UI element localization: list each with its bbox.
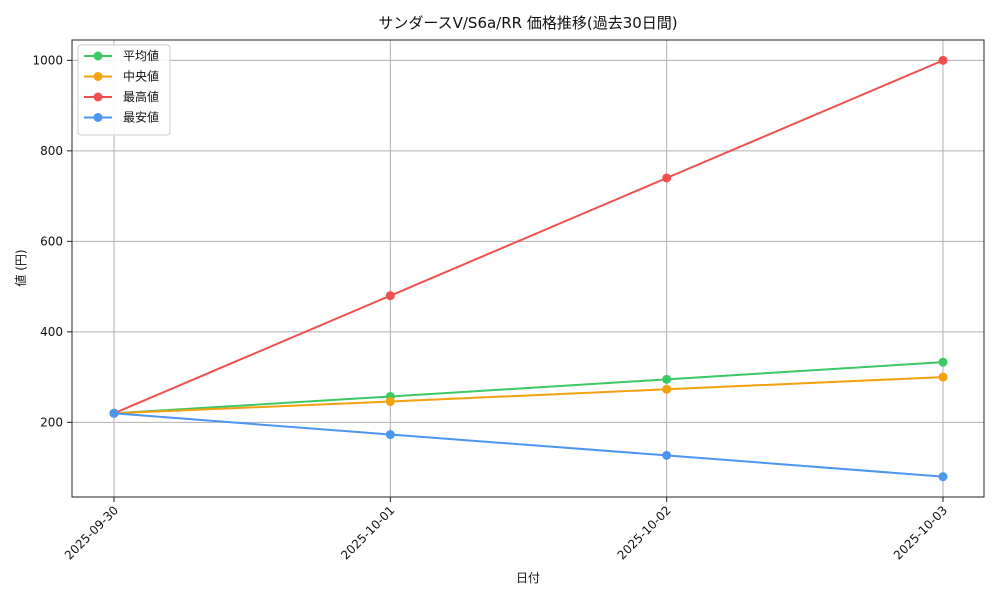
series-2 <box>109 372 948 418</box>
x-tick-label: 2025-10-01 <box>338 503 397 562</box>
legend-item: 最高値 <box>84 89 159 104</box>
legend-item: 最安値 <box>84 110 159 125</box>
series-line <box>113 59 944 415</box>
legend-box <box>77 44 171 136</box>
y-tick-label: 600 <box>40 234 63 248</box>
y-tick-label: 400 <box>40 325 63 339</box>
data-point <box>938 55 948 65</box>
series-line <box>113 412 944 478</box>
legend-item: 中央値 <box>84 69 159 84</box>
y-tick-label: 800 <box>40 144 63 158</box>
legend-marker <box>93 72 103 81</box>
legend-label: 平均値 <box>123 48 159 63</box>
data-point <box>938 357 948 367</box>
series-3 <box>109 55 948 418</box>
data-point <box>938 472 948 482</box>
data-point <box>938 372 948 382</box>
data-point <box>662 374 672 384</box>
series-line <box>113 361 944 415</box>
y-tick-label: 200 <box>40 415 63 429</box>
legend-marker <box>93 51 103 61</box>
x-axis-label: 日付 <box>516 571 540 585</box>
grid <box>72 40 984 497</box>
data-point <box>662 173 672 183</box>
series-layer <box>109 55 948 482</box>
x-tick-label: 2025-10-03 <box>891 503 950 562</box>
x-tick-label: 2025-09-30 <box>62 503 121 562</box>
legend-label: 最高値 <box>123 89 159 104</box>
series-4 <box>109 408 948 482</box>
legend-item: 平均値 <box>84 48 159 63</box>
series-line <box>113 376 944 415</box>
data-point <box>662 450 672 460</box>
y-axis-label: 値 (円) <box>13 249 28 286</box>
y-tick-label: 1000 <box>32 53 63 67</box>
chart-title: サンダースV/S6a/RR 価格推移(過去30日間) <box>378 14 677 32</box>
x-axis-ticks: 2025-09-30 2025-10-01 2025-10-02 2025-10-03 <box>62 497 950 562</box>
data-point <box>662 384 672 394</box>
y-axis-ticks: 200 400 600 800 1000 <box>32 53 72 429</box>
data-point <box>109 408 119 418</box>
legend-label: 中央値 <box>123 69 159 84</box>
data-point <box>385 430 395 440</box>
plot-frame <box>71 39 985 498</box>
x-tick-label: 2025-10-02 <box>615 503 674 562</box>
data-point <box>385 397 395 407</box>
legend-marker <box>93 113 103 122</box>
data-point <box>385 291 395 301</box>
legend-label: 最安値 <box>123 110 159 125</box>
legend-marker <box>93 92 103 102</box>
